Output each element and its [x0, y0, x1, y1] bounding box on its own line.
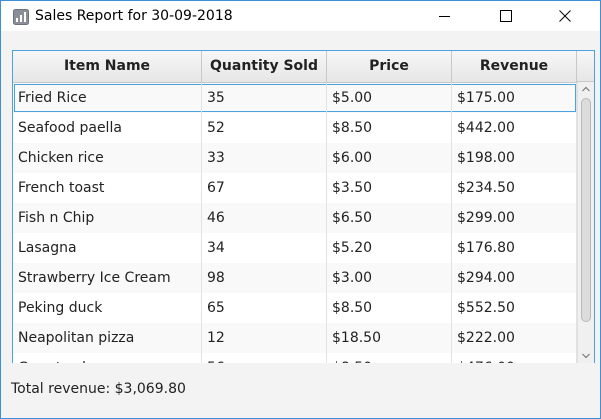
cell-price: $18.50 — [327, 323, 452, 353]
cell-price: $8.50 — [327, 113, 452, 143]
cell-revenue: $552.50 — [452, 293, 577, 323]
column-header-revenue[interactable]: Revenue — [452, 51, 577, 82]
table-row[interactable]: Lasagna 34 $5.20 $176.80 — [13, 233, 577, 263]
cell-item-name: Neapolitan pizza — [13, 323, 202, 353]
cell-item-name: Fried Rice — [13, 83, 202, 113]
cell-quantity: 67 — [202, 173, 327, 203]
cell-quantity: 35 — [202, 83, 327, 113]
cell-item-name: French toast — [13, 173, 202, 203]
chevron-up-icon — [582, 86, 590, 92]
cell-item-name: Lasagna — [13, 233, 202, 263]
scroll-up-button[interactable] — [578, 82, 594, 96]
column-header-price[interactable]: Price — [327, 51, 452, 82]
minimize-button[interactable] — [422, 1, 468, 31]
cell-quantity: 34 — [202, 233, 327, 263]
minimize-icon — [439, 16, 450, 17]
cell-price: $6.50 — [327, 203, 452, 233]
cell-item-name: Seafood paella — [13, 113, 202, 143]
table-row[interactable]: Peking duck 65 $8.50 $552.50 — [13, 293, 577, 323]
cell-quantity: 52 — [202, 113, 327, 143]
table-row[interactable]: Chicken rice 33 $6.00 $198.00 — [13, 143, 577, 173]
cell-revenue: $476.00 — [452, 353, 577, 363]
cell-item-name: Peking duck — [13, 293, 202, 323]
cell-revenue: $299.00 — [452, 203, 577, 233]
title-bar[interactable]: Sales Report for 30-09-2018 — [1, 1, 600, 31]
window-title: Sales Report for 30-09-2018 — [35, 8, 233, 24]
cell-quantity: 98 — [202, 263, 327, 293]
cell-revenue: $176.80 — [452, 233, 577, 263]
sales-table[interactable]: Item Name Quantity Sold Price Revenue Fr… — [12, 50, 595, 364]
cell-quantity: 56 — [202, 353, 327, 363]
bar-chart-app-icon — [13, 9, 29, 25]
chevron-down-icon — [582, 353, 590, 359]
cell-revenue: $198.00 — [452, 143, 577, 173]
cell-item-name: Strawberry Ice Cream — [13, 263, 202, 293]
cell-quantity: 46 — [202, 203, 327, 233]
cell-price: $8.50 — [327, 353, 452, 363]
cell-revenue: $222.00 — [452, 323, 577, 353]
cell-quantity: 33 — [202, 143, 327, 173]
cell-quantity: 65 — [202, 293, 327, 323]
cell-revenue: $234.50 — [452, 173, 577, 203]
cell-item-name: Chicken rice — [13, 143, 202, 173]
table-row[interactable]: Carrot cake 56 $8.50 $476.00 — [13, 353, 577, 363]
table-row[interactable]: Fish n Chip 46 $6.50 $299.00 — [13, 203, 577, 233]
column-header-quantity-sold[interactable]: Quantity Sold — [202, 51, 327, 82]
cell-revenue: $294.00 — [452, 263, 577, 293]
table-row[interactable]: Strawberry Ice Cream 98 $3.00 $294.00 — [13, 263, 577, 293]
cell-item-name: Carrot cake — [13, 353, 202, 363]
total-revenue-label: Total revenue: $3,069.80 — [11, 381, 186, 397]
cell-revenue: $175.00 — [452, 83, 577, 113]
column-header-item-name[interactable]: Item Name — [13, 51, 202, 82]
table-body: Fried Rice 35 $5.00 $175.00 Seafood pael… — [13, 83, 577, 363]
cell-price: $5.00 — [327, 83, 452, 113]
vertical-scrollbar[interactable] — [577, 82, 594, 363]
cell-price: $6.00 — [327, 143, 452, 173]
table-row[interactable]: Neapolitan pizza 12 $18.50 $222.00 — [13, 323, 577, 353]
cell-price: $8.50 — [327, 293, 452, 323]
footer: Total revenue: $3,069.80 — [1, 363, 600, 418]
cell-revenue: $442.00 — [452, 113, 577, 143]
table-row[interactable]: French toast 67 $3.50 $234.50 — [13, 173, 577, 203]
cell-price: $3.00 — [327, 263, 452, 293]
scrollbar-thumb[interactable] — [581, 98, 591, 322]
maximize-button[interactable] — [483, 1, 529, 31]
table-row[interactable]: Seafood paella 52 $8.50 $442.00 — [13, 113, 577, 143]
scroll-down-button[interactable] — [578, 349, 594, 363]
cell-price: $3.50 — [327, 173, 452, 203]
header-corner — [577, 51, 594, 82]
close-icon — [559, 10, 571, 22]
cell-price: $5.20 — [327, 233, 452, 263]
cell-quantity: 12 — [202, 323, 327, 353]
cell-item-name: Fish n Chip — [13, 203, 202, 233]
table-row[interactable]: Fried Rice 35 $5.00 $175.00 — [13, 83, 577, 113]
maximize-icon — [500, 10, 512, 22]
table-header: Item Name Quantity Sold Price Revenue — [13, 51, 577, 83]
close-button[interactable] — [542, 1, 588, 31]
